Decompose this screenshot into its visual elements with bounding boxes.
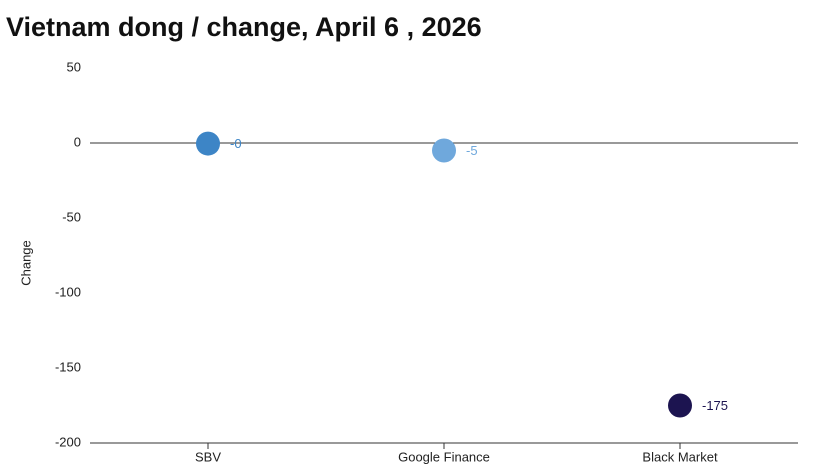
value-label: -5 [466, 143, 478, 158]
chart-title: Vietnam dong / change, April 6 , 2026 [6, 12, 482, 42]
y-axis-label: Change [18, 240, 33, 286]
y-tick-label: -150 [55, 359, 81, 374]
dot [668, 393, 692, 418]
y-tick-label: -200 [55, 434, 81, 449]
dot [196, 131, 220, 156]
y-tick-label: -50 [62, 209, 81, 224]
value-label: -175 [702, 398, 728, 413]
dot [432, 138, 456, 163]
value-label: -0 [230, 136, 242, 151]
y-tick-label: -100 [55, 284, 81, 299]
x-tick-label: SBV [195, 449, 221, 464]
x-tick-label: Black Market [642, 449, 718, 464]
y-tick-label: 50 [67, 59, 81, 74]
x-tick-label: Google Finance [398, 449, 490, 464]
y-tick-label: 0 [74, 134, 81, 149]
